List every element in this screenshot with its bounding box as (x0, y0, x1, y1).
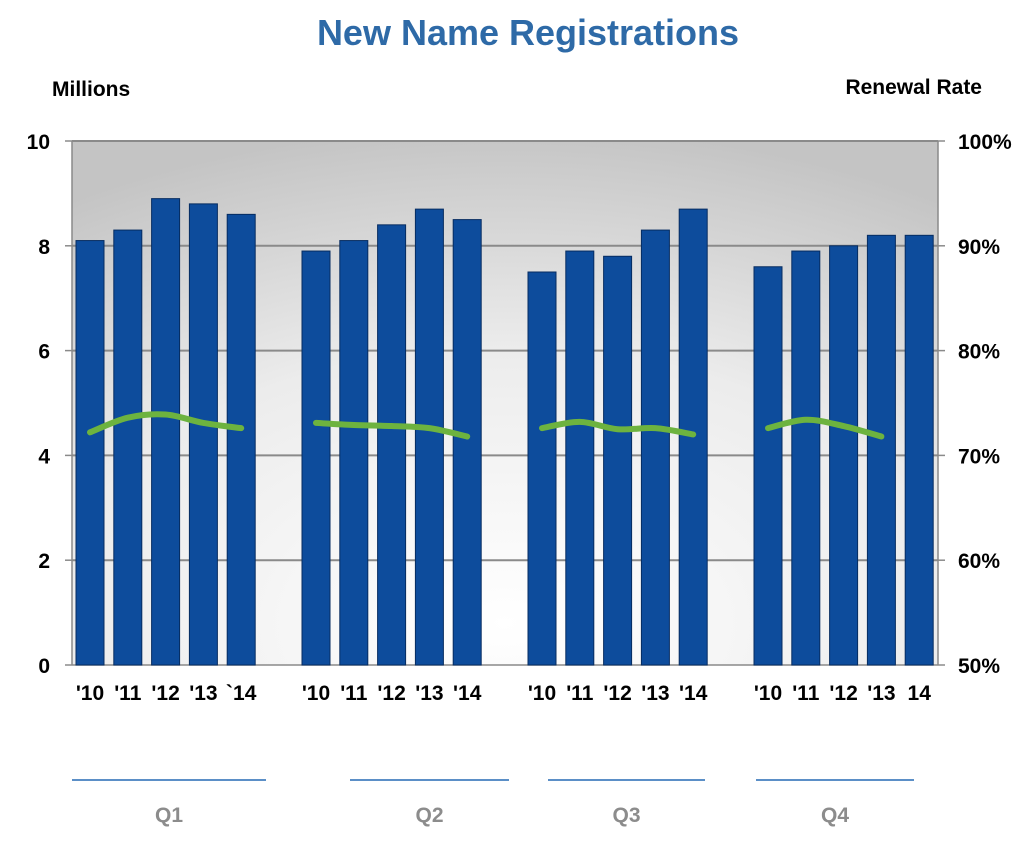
y-tick-label: 2 (38, 550, 50, 573)
x-tick-label: '11 (792, 682, 820, 705)
y-tick-label: 6 (38, 341, 50, 364)
renewal-rate-line (765, 416, 885, 440)
bar (753, 266, 783, 666)
bar (791, 250, 821, 666)
y2-tick-label: 90% (958, 236, 1000, 259)
x-tick-label: 14 (908, 682, 932, 705)
group-label: Q1 (155, 804, 183, 827)
renewal-rate-line (313, 419, 471, 440)
y-tick-label: 8 (38, 236, 50, 259)
x-tick-label: '10 (754, 682, 782, 705)
y2-tick-label: 80% (958, 341, 1000, 364)
group-label: Q2 (415, 804, 443, 827)
x-tick-label: '14 (679, 682, 708, 705)
x-tick-label: '10 (528, 682, 556, 705)
x-tick-label: '12 (829, 682, 857, 705)
x-tick-label: '13 (867, 682, 895, 705)
x-tick-label: '11 (566, 682, 594, 705)
y2-tick-label: 100% (958, 131, 1012, 154)
bar (640, 229, 670, 666)
renewal-rate-line (539, 418, 697, 438)
bar (603, 255, 633, 666)
bar (301, 250, 331, 666)
renewal-rate-line (87, 411, 245, 436)
x-tick-label: '10 (302, 682, 330, 705)
bar (527, 271, 557, 666)
bar (414, 208, 444, 666)
bar (452, 219, 482, 666)
bar (75, 240, 105, 666)
bar (829, 245, 859, 666)
bar (151, 198, 181, 666)
x-tick-label: '11 (114, 682, 142, 705)
x-tick-label: '10 (76, 682, 104, 705)
x-tick-label: '12 (377, 682, 405, 705)
bar (866, 234, 896, 666)
right-axis-title: Renewal Rate (845, 76, 982, 99)
chart-title: New Name Registrations (316, 12, 740, 53)
x-tick-label: '11 (340, 682, 368, 705)
y-tick-label: 0 (38, 655, 50, 678)
y2-tick-label: 70% (958, 445, 1000, 468)
x-tick-label: '12 (603, 682, 631, 705)
y2-tick-label: 60% (958, 550, 1000, 573)
x-tick-label: '13 (641, 682, 669, 705)
group-label: Q3 (612, 804, 640, 827)
bar (377, 224, 407, 666)
x-tick-label: '13 (189, 682, 217, 705)
y-tick-label: 10 (27, 131, 50, 154)
bar (339, 240, 369, 666)
x-tick-label: `14 (226, 682, 257, 705)
group-label: Q4 (821, 804, 849, 827)
x-tick-label: '14 (453, 682, 482, 705)
bar (226, 213, 256, 666)
bar (904, 234, 934, 666)
x-tick-label: '12 (151, 682, 179, 705)
bar (113, 229, 143, 666)
bar (565, 250, 595, 666)
left-axis-title: Millions (52, 78, 131, 101)
bar (188, 203, 218, 666)
y2-tick-label: 50% (958, 655, 1000, 678)
x-tick-label: '13 (415, 682, 443, 705)
y-tick-label: 4 (38, 445, 50, 468)
